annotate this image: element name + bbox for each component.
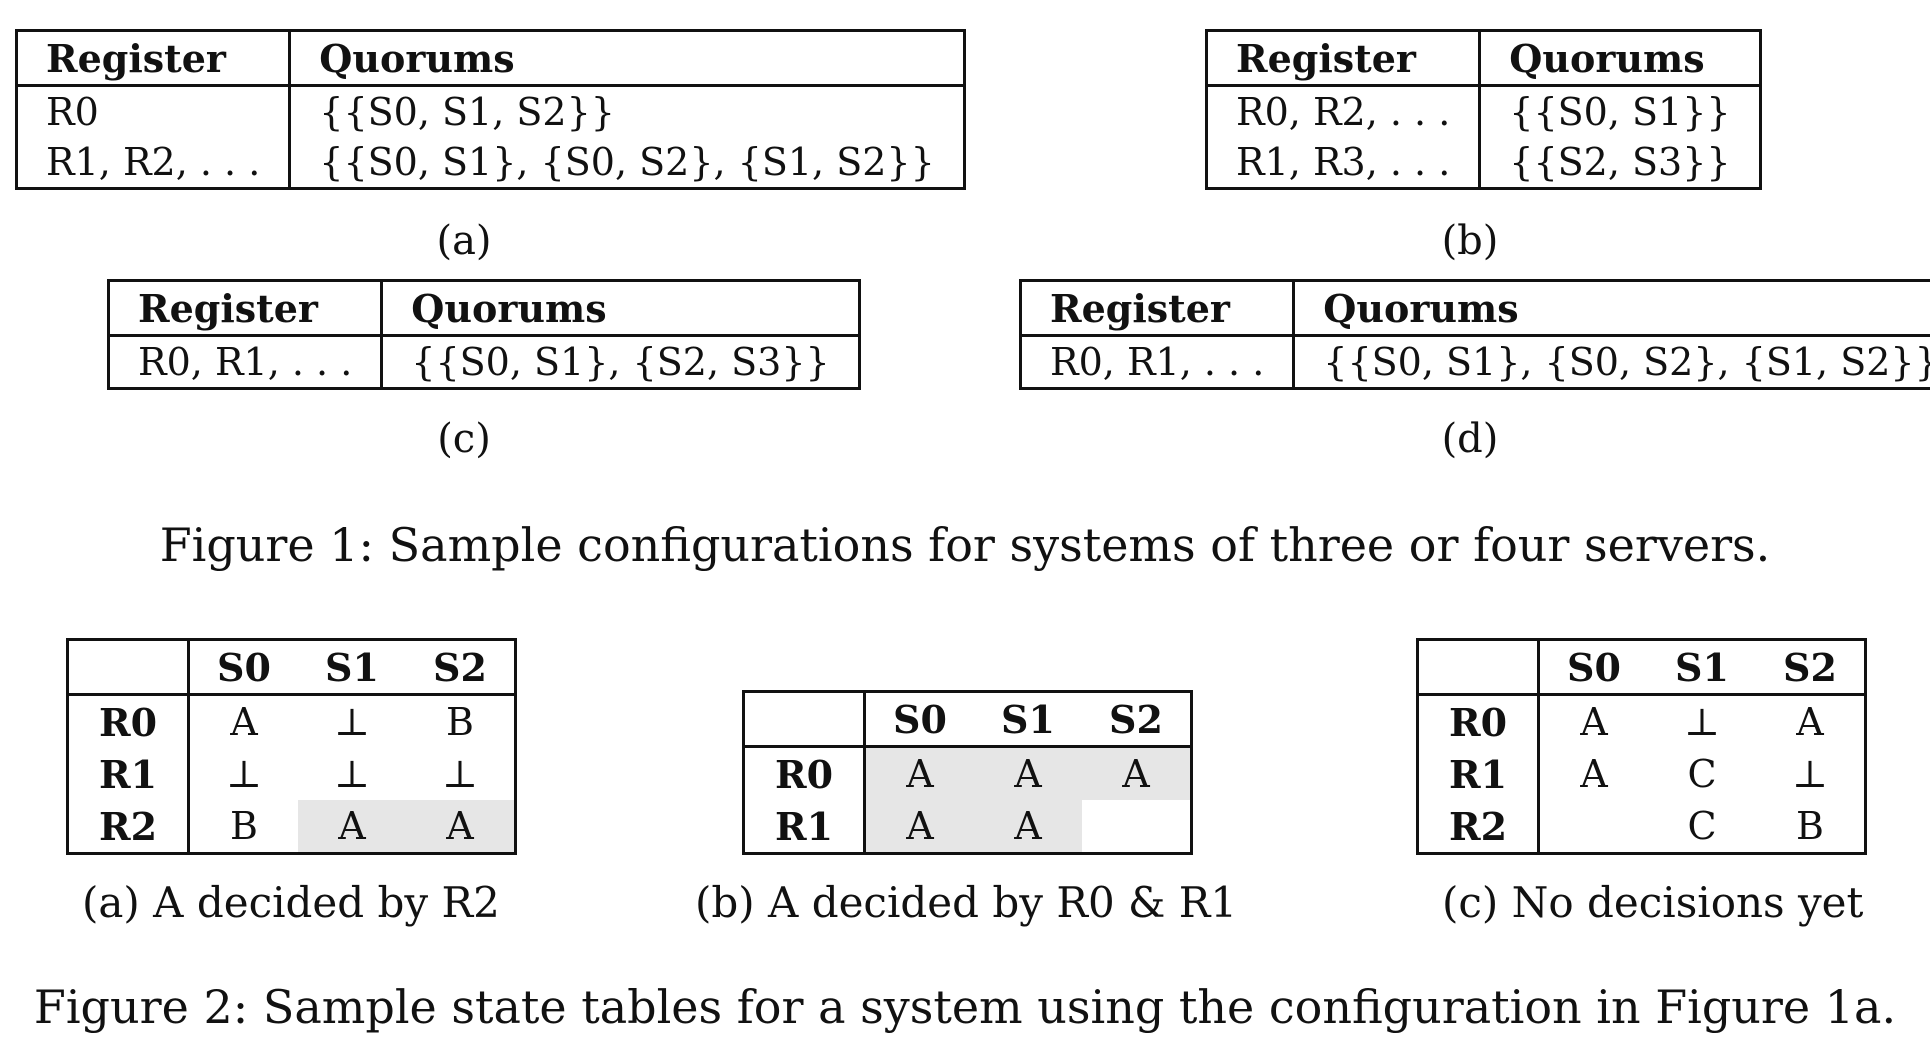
register-cell: R0 [46, 90, 99, 134]
subfigure-caption: (b) A decided by R0 & R1 [695, 878, 1238, 927]
state-cell: B [446, 700, 474, 744]
table-row: R1 A A [743, 800, 1192, 854]
state-cell: A [1580, 700, 1608, 744]
state-cell: B [1796, 804, 1824, 848]
column-header: S2 [406, 639, 516, 696]
row-label: R1 [1417, 748, 1540, 800]
row-label: R2 [1417, 800, 1540, 854]
state-table-c: S0 S1 S2 R0 A ⊥ A R1 A C ⊥ R2 C B [1416, 638, 1867, 855]
header-register: Register [108, 280, 382, 337]
config-table-c: Register Quorums R0, R1, . . . {{S0, S1}… [107, 279, 861, 390]
state-cell [1082, 800, 1192, 854]
header-quorums: Quorums [1478, 30, 1761, 87]
decided-cell: A [406, 800, 516, 854]
register-cell: R0, R1, . . . [138, 340, 353, 384]
decided-cell: A [974, 746, 1082, 800]
row-label: R0 [67, 694, 190, 748]
column-header: S2 [1756, 639, 1866, 696]
subfigure-caption: (c) No decisions yet [1442, 878, 1864, 927]
figure-2-caption: Figure 2: Sample state tables for a syst… [33, 980, 1897, 1034]
state-cell: A [230, 700, 258, 744]
register-cell: R0, R1, . . . [1050, 340, 1265, 384]
quorums-cell: {{S0, S1}, {S2, S3}} [380, 335, 860, 389]
subfigure-caption: (a) A decided by R2 [82, 878, 500, 927]
corner-cell [743, 691, 866, 748]
quorums-cell: {{S0, S1, S2}} [288, 85, 965, 137]
state-cell: ⊥ [1684, 700, 1720, 744]
table-row: R1 A C ⊥ [1417, 748, 1866, 800]
state-cell [1539, 800, 1649, 854]
column-header: S0 [1538, 639, 1648, 696]
quorums-cell: {{S2, S3}} [1478, 137, 1761, 189]
column-header: S2 [1082, 691, 1192, 748]
header-quorums: Quorums [288, 30, 965, 87]
state-cell: ⊥ [334, 700, 370, 744]
row-label: R2 [67, 800, 190, 854]
header-quorums: Quorums [1292, 280, 1930, 337]
quorums-cell: {{S0, S1}} [1478, 85, 1761, 137]
state-cell: C [1687, 804, 1717, 848]
table-row: R2 B A A [67, 800, 516, 854]
config-table-d: Register Quorums R0, R1, . . . {{S0, S1}… [1019, 279, 1930, 390]
state-table-a: S0 S1 S2 R0 A ⊥ B R1 ⊥ ⊥ ⊥ R2 B A A [66, 638, 517, 855]
row-label: R1 [743, 800, 866, 854]
table-row: R0 A A A [743, 746, 1192, 800]
corner-cell [1417, 639, 1540, 696]
state-table-b: S0 S1 S2 R0 A A A R1 A A [742, 690, 1193, 855]
quorums-cell: {{S0, S1}, {S0, S2}, {S1, S2}} [1292, 335, 1930, 389]
register-cell: R1, R3, . . . [1236, 140, 1451, 184]
column-header: S1 [298, 639, 406, 696]
header-quorums: Quorums [380, 280, 860, 337]
config-table-a: Register Quorums R0 {{S0, S1, S2}} R1, R… [15, 29, 966, 190]
row-label: R1 [67, 748, 190, 800]
table-row: R0 A ⊥ A [1417, 694, 1866, 748]
header-register: Register [16, 30, 290, 87]
register-cell: R1, R2, . . . [46, 140, 261, 184]
column-header: S1 [974, 691, 1082, 748]
table-row: R1 ⊥ ⊥ ⊥ [67, 748, 516, 800]
row-label: R0 [743, 746, 866, 800]
decided-cell: A [1082, 746, 1192, 800]
column-header: S0 [864, 691, 974, 748]
subfigure-label: (c) [437, 416, 491, 462]
register-cell: R0, R2, . . . [1236, 90, 1451, 134]
corner-cell [67, 639, 190, 696]
quorums-cell: {{S0, S1}, {S0, S2}, {S1, S2}} [288, 137, 965, 189]
state-cell: ⊥ [442, 752, 478, 796]
header-register: Register [1206, 30, 1480, 87]
column-header: S1 [1648, 639, 1756, 696]
decided-cell: A [864, 800, 974, 854]
state-cell: C [1687, 752, 1717, 796]
figure-1-caption: Figure 1: Sample configurations for syst… [159, 518, 1771, 572]
config-table-b: Register Quorums R0, R2, . . . {{S0, S1}… [1205, 29, 1762, 190]
state-cell: ⊥ [334, 752, 370, 796]
subfigure-label: (a) [436, 218, 492, 264]
table-row: R2 C B [1417, 800, 1866, 854]
state-cell: ⊥ [226, 752, 262, 796]
subfigure-label: (b) [1441, 218, 1499, 264]
decided-cell: A [974, 800, 1082, 854]
row-label: R0 [1417, 694, 1540, 748]
column-header: S0 [188, 639, 298, 696]
state-cell: ⊥ [1792, 752, 1828, 796]
header-register: Register [1020, 280, 1294, 337]
decided-cell: A [298, 800, 406, 854]
subfigure-label: (d) [1441, 416, 1499, 462]
state-cell: A [1796, 700, 1824, 744]
state-cell: B [230, 804, 258, 848]
decided-cell: A [864, 746, 974, 800]
table-row: R0 A ⊥ B [67, 694, 516, 748]
state-cell: A [1580, 752, 1608, 796]
